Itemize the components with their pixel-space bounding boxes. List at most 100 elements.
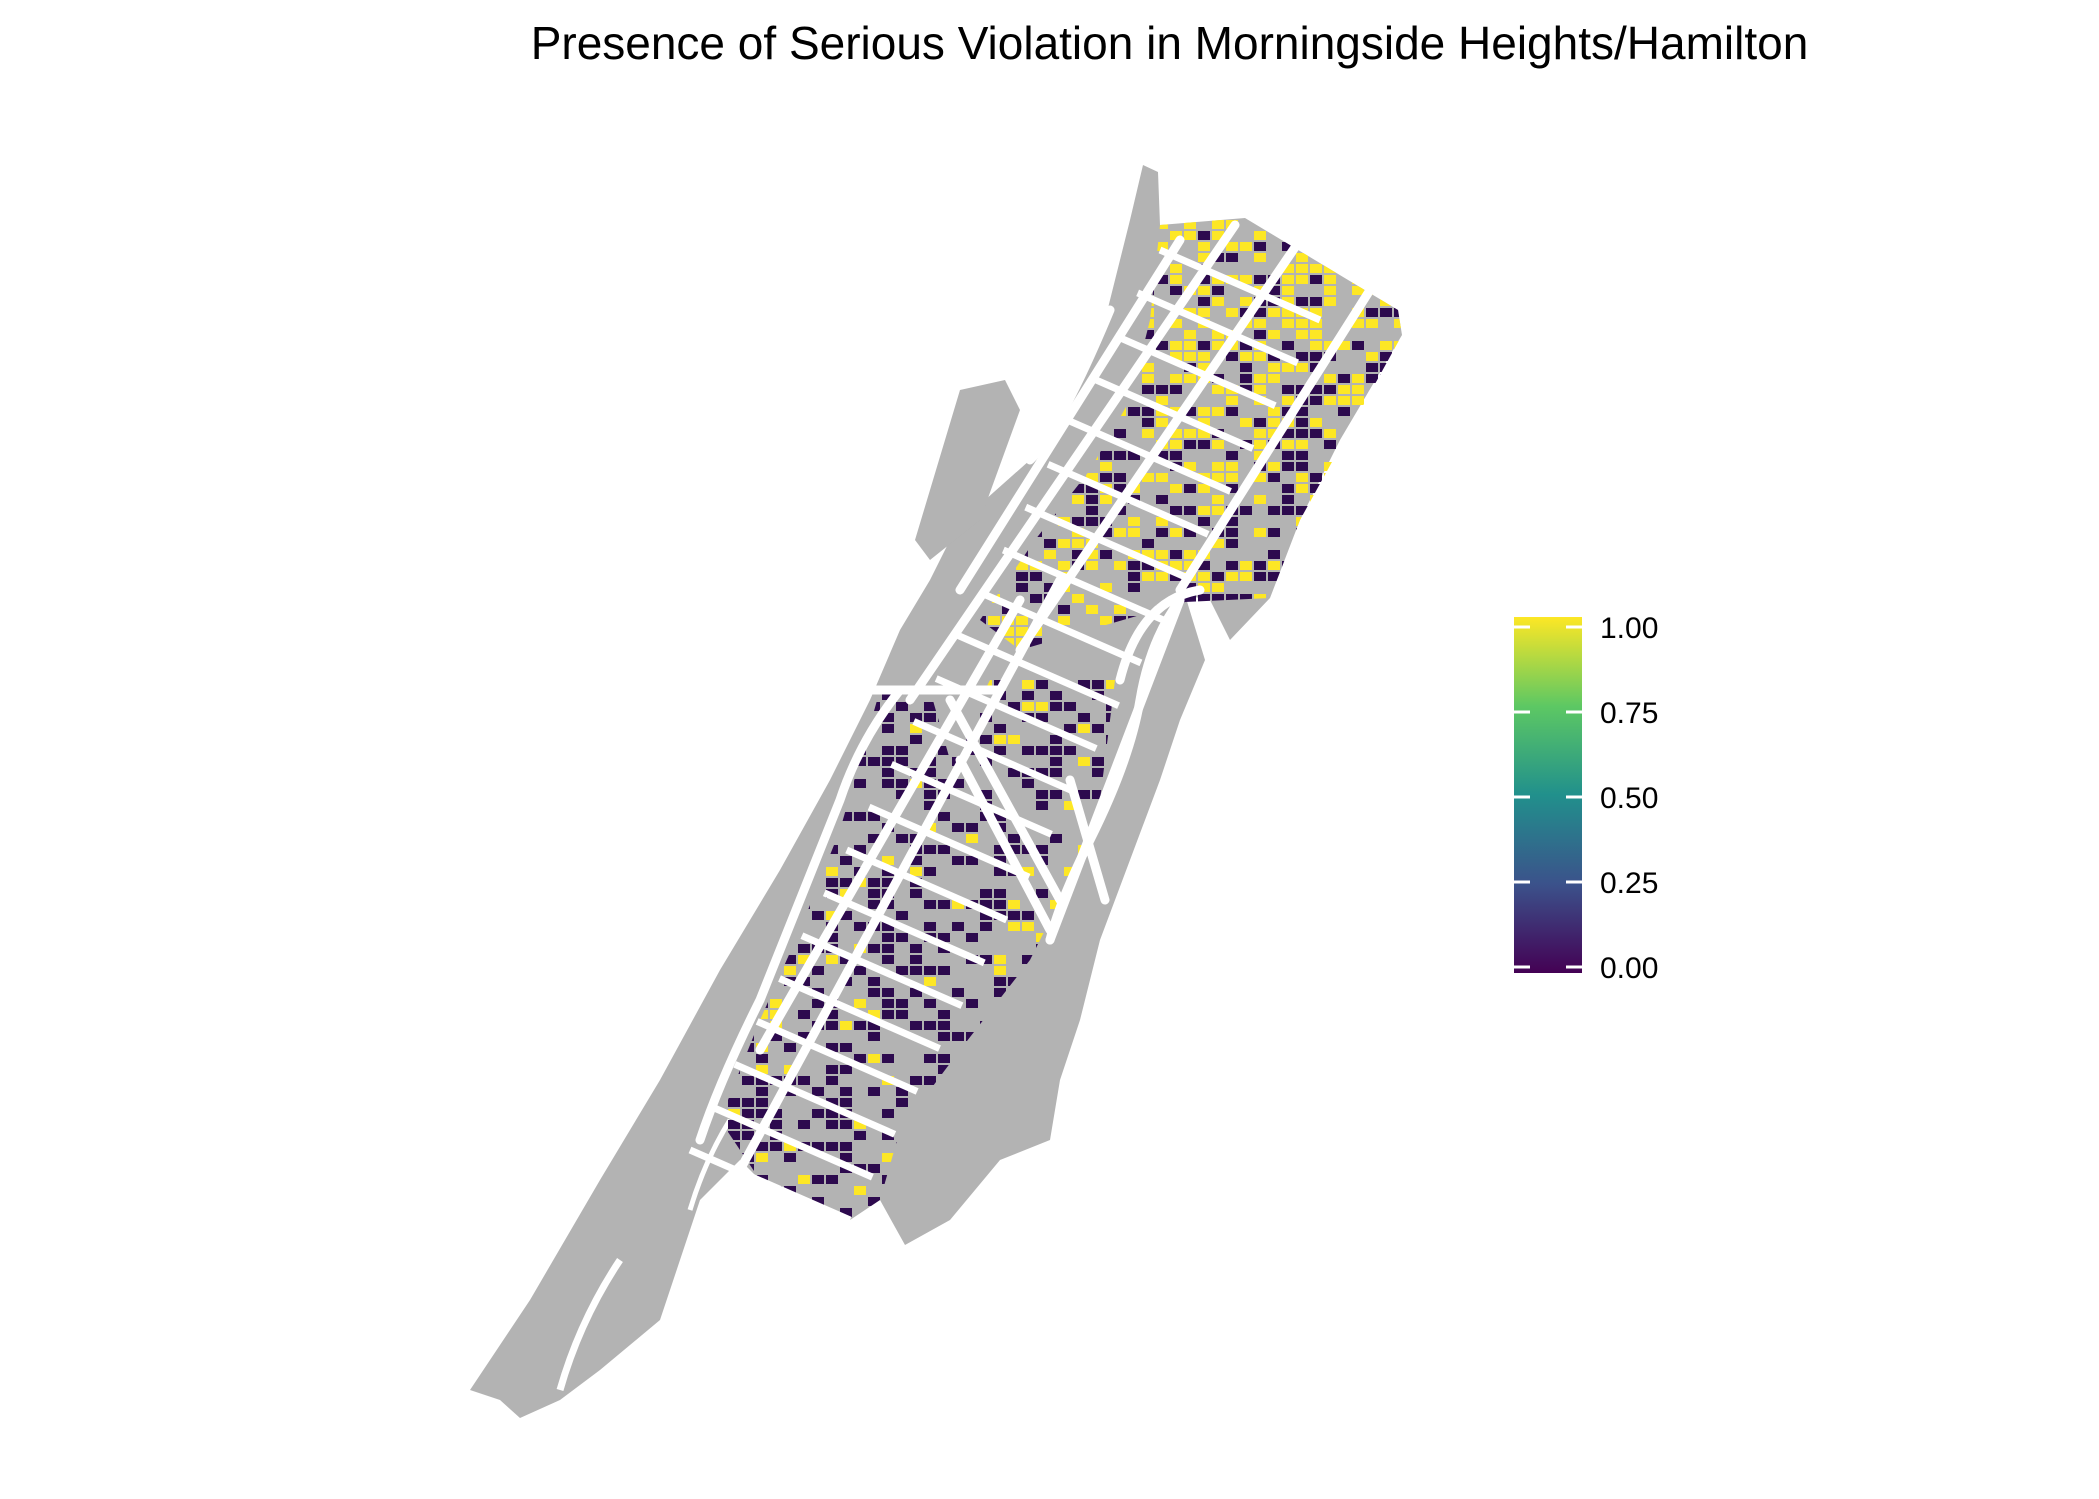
parcel-cell [1078,757,1090,766]
parcel-cell [938,845,950,854]
parcel-cell [1058,286,1070,295]
parcel-cell [1324,429,1336,438]
parcel-cell [1072,264,1084,273]
parcel-cell [1296,583,1308,592]
parcel-cell [1380,363,1392,372]
parcel-cell [1058,539,1070,548]
parcel-cell [742,1131,754,1140]
parcel-cell [784,702,796,711]
parcel-cell [1212,286,1224,295]
parcel-cell [1268,506,1280,515]
parcel-cell [1394,242,1402,251]
parcel-cell [1030,264,1042,273]
parcel-cell [952,922,964,931]
parcel-cell [1324,462,1336,471]
parcel-cell [1296,418,1308,427]
parcel-cell [1254,473,1266,482]
parcel-cell [1022,867,1034,876]
parcel-cell [960,363,972,372]
parcel-cell [1296,506,1308,515]
parcel-cell [826,878,838,887]
parcel-cell [1268,308,1280,317]
parcel-cell [1170,275,1182,284]
parcel-cell [1170,528,1182,537]
parcel-cell [812,1142,824,1151]
parcel-cell [1002,462,1014,471]
parcel-cell [1352,550,1364,559]
parcel-cell [1142,429,1154,438]
parcel-cell [1114,616,1126,625]
parcel-cell [1380,462,1392,471]
parcel-cell [1226,484,1238,493]
parcel-cell [980,352,986,361]
parcel-cell [840,724,852,733]
legend-tick-marks [1514,625,1582,969]
parcel-cell [1394,649,1402,650]
parcel-cell [1240,561,1252,570]
parcel-cell [700,944,712,953]
parcel-cell [1268,638,1280,647]
parcel-cell [1212,473,1224,482]
parcel-cell [1064,1208,1076,1217]
parcel-cell [1092,1208,1104,1217]
parcel-cell [1072,319,1084,328]
parcel-cell [960,319,972,328]
street-cross [1113,332,1277,409]
parcel-cell [1170,429,1182,438]
parcel-cell [882,746,894,755]
parcel-cell [1296,594,1308,603]
parcel-cell [1198,341,1210,350]
street-cross [1158,246,1322,324]
parcel-cell [1142,330,1154,339]
parcel-cell [1380,308,1392,317]
parcel-cell [1352,528,1364,537]
parcel-cell [1338,242,1350,251]
parcel-cell [1352,264,1364,273]
parcel-cell [1268,352,1280,361]
parcel-cell [1212,385,1224,394]
parcel-cell [784,790,796,799]
parcel-cell [1254,572,1266,581]
parcel-cell [1310,231,1322,240]
parcel-cell [728,900,740,909]
parcel-cell [1184,594,1196,603]
parcel-cell [1296,352,1308,361]
parcel-cell [1114,220,1126,229]
parcel-cell [1226,253,1238,262]
parcel-cell [1268,374,1280,383]
parcel-cell [784,757,796,766]
parcel-cell [1240,374,1252,383]
parcel-cell [1198,308,1210,317]
parcel-cell [868,1164,880,1173]
parcel-cell [770,691,782,700]
parcel-cell [756,1098,768,1107]
parcel-cell [1212,407,1224,416]
parcel-cell [1008,911,1020,920]
parcel-cell [896,1098,908,1107]
parcel-cell [924,900,936,909]
parcel-cell [1324,264,1336,273]
parcel-cell [1212,638,1224,647]
parcel-cell [980,308,986,317]
parcel-cell [994,1175,1006,1184]
parcel-cell [1324,374,1336,383]
parcel-cell [720,1197,726,1206]
parcel-cell [980,363,986,372]
parcel-cell [826,867,838,876]
parcel-cell [1310,319,1322,328]
parcel-cell [1114,451,1126,460]
parcel-cell [756,735,768,744]
parcel-cell [812,999,824,1008]
parcel-cell [1106,1087,1118,1096]
parcel-cell [882,779,894,788]
parcel-cell [1170,264,1182,273]
parcel-cell [1380,605,1392,614]
parcel-cell [924,1054,936,1063]
parcel-cell [1296,264,1308,273]
parcel-cell [882,933,894,942]
parcel-cell [742,746,754,755]
parcel-cell [1030,220,1042,229]
parcel-cell [1380,396,1392,405]
parcel-cell [720,944,726,953]
parcel-cell [1114,484,1126,493]
